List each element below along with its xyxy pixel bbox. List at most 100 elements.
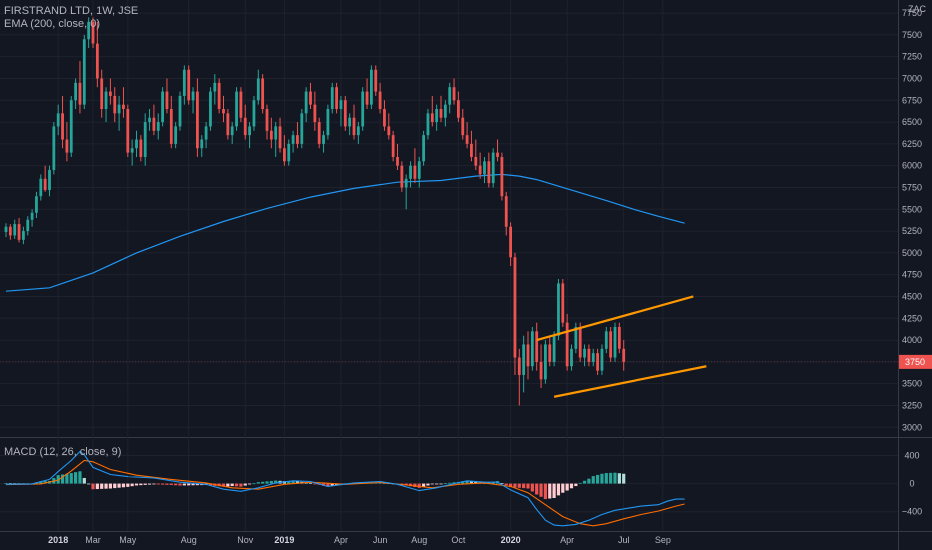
macd-histogram-bar — [443, 483, 447, 485]
candle-body — [17, 224, 21, 240]
macd-histogram-bar — [91, 483, 95, 490]
macd-histogram-bar — [226, 483, 230, 487]
macd-histogram-bar — [69, 473, 73, 484]
candle-body — [365, 91, 369, 105]
macd-histogram-bar — [261, 481, 265, 484]
trend-line — [553, 365, 707, 398]
macd-histogram-bar — [556, 483, 561, 496]
price-tick-label: 6750 — [902, 95, 922, 105]
price-tick-label: 7250 — [902, 52, 922, 62]
price-tick-label: 6500 — [902, 117, 922, 127]
chart-title: FIRSTRAND LTD, 1W, JSE — [4, 5, 139, 17]
macd-histogram-bar — [522, 483, 526, 489]
macd-histogram-bar — [613, 472, 617, 484]
ema-legend: EMA (200, close, 0) — [4, 18, 100, 30]
macd-histogram-bar — [591, 476, 595, 484]
price-tick-label: 3500 — [902, 379, 922, 389]
candle-body — [387, 126, 391, 136]
current-price-badge — [899, 354, 932, 369]
macd-histogram-bar — [39, 481, 43, 484]
macd-histogram-bar — [165, 483, 169, 485]
time-tick-label: Aug — [411, 535, 427, 545]
candle-body — [404, 178, 408, 188]
macd-histogram-bar — [582, 480, 587, 484]
candle-body — [539, 361, 543, 380]
candle-body — [517, 357, 521, 375]
candle-body — [452, 87, 456, 101]
candle-body — [109, 91, 112, 96]
candle-body — [135, 139, 138, 149]
macd-histogram-bar — [126, 483, 130, 487]
price-tick-label: 7500 — [902, 30, 922, 40]
candle-body — [117, 104, 121, 114]
macd-histogram-bar — [221, 483, 226, 487]
macd-histogram-bar — [552, 483, 556, 499]
macd-histogram-bar — [195, 483, 199, 486]
candle-body — [43, 178, 47, 191]
macd-histogram-bar — [252, 483, 256, 485]
macd-histogram-bar — [113, 483, 117, 489]
macd-histogram-bar — [617, 473, 621, 484]
macd-histogram-bar — [574, 483, 578, 487]
macd-histogram-bar — [56, 475, 60, 484]
macd-histogram-bar — [174, 483, 178, 486]
candle-body — [443, 104, 447, 118]
time-tick-label: Apr — [560, 535, 574, 545]
candle-body — [478, 165, 482, 175]
candle-body — [557, 283, 560, 336]
price-tick-label: 5500 — [902, 204, 922, 214]
candle-body — [430, 113, 434, 123]
candle-body — [265, 109, 269, 131]
candle-body — [143, 122, 147, 157]
macd-histogram-bar — [130, 483, 134, 487]
macd-line — [5, 450, 685, 527]
candle-body — [409, 165, 412, 179]
candle-body — [256, 78, 260, 101]
macd-histogram-bar — [43, 481, 47, 484]
candle-body — [500, 156, 504, 197]
macd-histogram-bar — [100, 483, 104, 489]
macd-histogram-bar — [78, 471, 82, 484]
price-tick-label: 4750 — [902, 270, 922, 280]
candle-body — [74, 82, 77, 101]
candle-body — [483, 161, 486, 175]
candle-body — [383, 109, 386, 127]
macd-histogram-bar — [87, 483, 91, 485]
macd-histogram-bar — [548, 483, 552, 499]
macd-histogram-bar — [117, 483, 121, 488]
candle-body — [243, 117, 247, 136]
price-tick-label: 3000 — [902, 422, 922, 432]
macd-histogram-bar — [243, 483, 247, 486]
candle-body — [470, 143, 473, 157]
candle-body — [604, 331, 608, 349]
candle-body — [278, 126, 282, 149]
axes-layer: 7750 7500 7250 7000 6750 6500 6250 6000 5750 5500… — [48, 8, 932, 545]
macd-histogram-bar — [465, 480, 469, 484]
candle-body — [130, 148, 134, 153]
candle-body — [522, 344, 526, 375]
macd-histogram-bar — [469, 481, 474, 484]
candle-body — [491, 152, 495, 184]
macd-histogram-bar — [152, 483, 156, 485]
candle-body — [187, 69, 191, 101]
candle-body — [4, 226, 8, 232]
trend-line — [536, 295, 694, 342]
macd-histogram-bar — [269, 480, 273, 484]
candle-body — [448, 87, 452, 105]
macd-histogram-bar — [474, 481, 478, 484]
macd-histogram-bar — [530, 483, 534, 492]
macd-histogram-bar — [60, 474, 65, 484]
candle-body — [457, 100, 460, 118]
candle-body — [391, 135, 395, 157]
candle-body — [222, 109, 225, 114]
macd-histogram-bar — [330, 483, 334, 486]
candle-body — [283, 148, 286, 162]
candle-body — [82, 39, 86, 105]
candle-body — [235, 91, 238, 127]
macd-histogram-bar — [121, 483, 126, 488]
macd-histogram-bar — [439, 483, 443, 485]
candle-body — [509, 226, 512, 258]
candle-body — [544, 344, 547, 380]
macd-histogram-bar — [609, 472, 613, 484]
candle-body — [578, 327, 582, 358]
